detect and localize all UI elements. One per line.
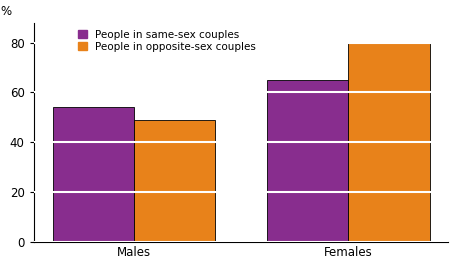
Bar [348, 43, 429, 242]
Bar [267, 80, 348, 242]
Bar [53, 107, 134, 242]
Legend: People in same-sex couples, People in opposite-sex couples: People in same-sex couples, People in op… [76, 28, 258, 54]
Text: %: % [0, 5, 12, 18]
Bar [134, 120, 215, 242]
